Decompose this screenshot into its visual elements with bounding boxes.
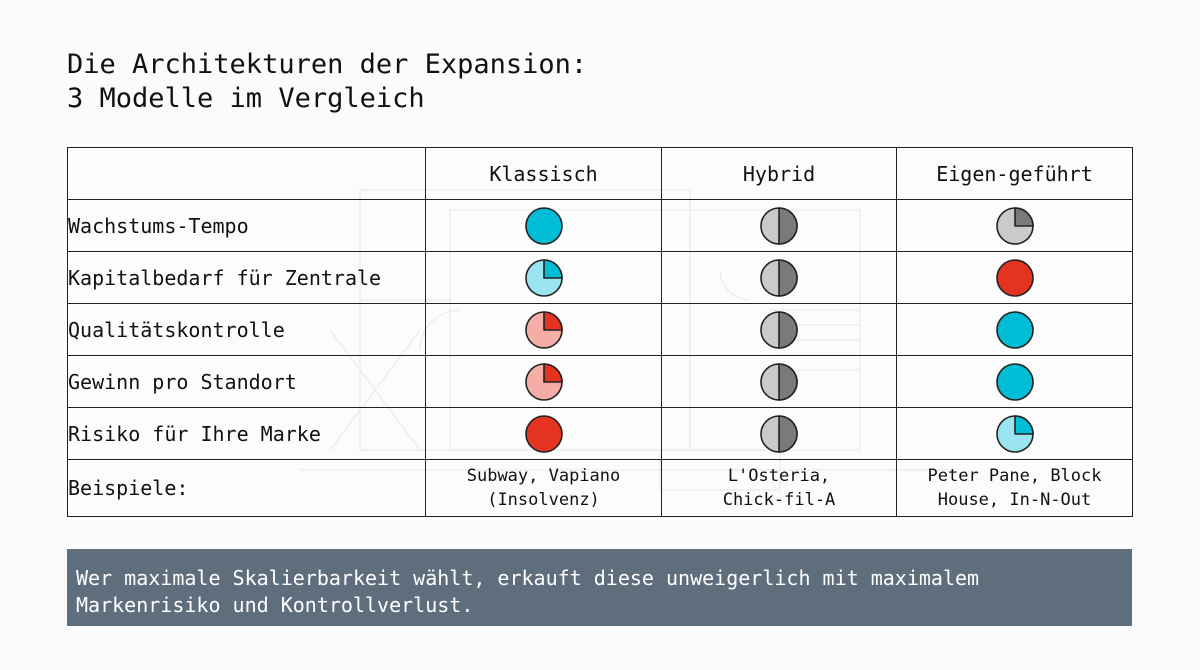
harvey-ball-icon bbox=[995, 258, 1034, 297]
harvey-ball-icon bbox=[760, 258, 798, 297]
examples-line: House, In-N-Out bbox=[937, 490, 1092, 510]
rating-cell bbox=[425, 355, 662, 408]
column-header-klassisch: Klassisch bbox=[425, 147, 662, 200]
takeaway-line-1: Wer maximale Skalierbarkeit wählt, erkau… bbox=[76, 566, 980, 590]
examples-line: Subway, Vapiano bbox=[466, 466, 621, 486]
rating-cell bbox=[896, 407, 1133, 460]
page-title: Die Architekturen der Expansion: 3 Model… bbox=[67, 48, 587, 116]
examples-line: Peter Pane, Block bbox=[927, 466, 1102, 486]
harvey-ball-icon bbox=[524, 362, 563, 401]
examples-row: Beispiele: Subway, Vapiano (Insolvenz) L… bbox=[67, 459, 1133, 517]
table-row: Risiko für Ihre Marke bbox=[67, 407, 1133, 460]
row-label: Gewinn pro Standort bbox=[67, 355, 426, 408]
rating-cell bbox=[425, 407, 662, 460]
examples-label: Beispiele: bbox=[67, 459, 426, 517]
examples-cell-klassisch: Subway, Vapiano (Insolvenz) bbox=[425, 459, 662, 517]
rating-cell bbox=[425, 251, 662, 304]
comparison-table: Klassisch Hybrid Eigen-geführt Wachstums… bbox=[67, 147, 1133, 517]
title-line-2: 3 Modelle im Vergleich bbox=[67, 83, 425, 114]
rating-cell bbox=[661, 199, 897, 252]
rating-cell bbox=[896, 251, 1133, 304]
harvey-ball-icon bbox=[995, 414, 1034, 453]
rating-cell bbox=[661, 355, 897, 408]
row-label: Risiko für Ihre Marke bbox=[67, 407, 426, 460]
table-header-row: Klassisch Hybrid Eigen-geführt bbox=[67, 147, 1133, 200]
harvey-ball-icon bbox=[524, 414, 563, 453]
row-label: Wachstums-Tempo bbox=[67, 199, 426, 252]
row-label: Kapitalbedarf für Zentrale bbox=[67, 251, 426, 304]
takeaway-banner: Wer maximale Skalierbarkeit wählt, erkau… bbox=[67, 549, 1132, 626]
table-row: Qualitätskontrolle bbox=[67, 303, 1133, 356]
examples-line: (Insolvenz) bbox=[487, 490, 600, 510]
harvey-ball-icon bbox=[995, 310, 1034, 349]
takeaway-line-2: Markenrisiko und Kontrollverlust. bbox=[76, 593, 474, 617]
column-header-hybrid: Hybrid bbox=[661, 147, 897, 200]
rating-cell bbox=[425, 199, 662, 252]
harvey-ball-icon bbox=[524, 258, 563, 297]
harvey-ball-icon bbox=[760, 206, 798, 245]
rating-cell bbox=[425, 303, 662, 356]
examples-cell-eigen-gefuehrt: Peter Pane, Block House, In-N-Out bbox=[896, 459, 1133, 517]
harvey-ball-icon bbox=[524, 310, 563, 349]
harvey-ball-icon bbox=[760, 310, 798, 349]
table-row: Wachstums-Tempo bbox=[67, 199, 1133, 252]
harvey-ball-icon bbox=[760, 362, 798, 401]
row-label: Qualitätskontrolle bbox=[67, 303, 426, 356]
rating-cell bbox=[661, 407, 897, 460]
examples-cell-hybrid: L'Osteria, Chick-fil-A bbox=[661, 459, 897, 517]
harvey-ball-icon bbox=[995, 206, 1034, 245]
column-header-empty bbox=[67, 147, 426, 200]
table-row: Gewinn pro Standort bbox=[67, 355, 1133, 408]
title-line-1: Die Architekturen der Expansion: bbox=[67, 49, 588, 80]
rating-cell bbox=[896, 199, 1133, 252]
examples-line: L'Osteria, bbox=[727, 466, 831, 486]
rating-cell bbox=[896, 355, 1133, 408]
harvey-ball-icon bbox=[760, 414, 798, 453]
examples-line: Chick-fil-A bbox=[722, 490, 836, 510]
harvey-ball-icon bbox=[524, 206, 563, 245]
rating-cell bbox=[896, 303, 1133, 356]
rating-cell bbox=[661, 251, 897, 304]
column-header-eigen-gefuehrt: Eigen-geführt bbox=[896, 147, 1133, 200]
table-row: Kapitalbedarf für Zentrale bbox=[67, 251, 1133, 304]
rating-cell bbox=[661, 303, 897, 356]
harvey-ball-icon bbox=[995, 362, 1034, 401]
